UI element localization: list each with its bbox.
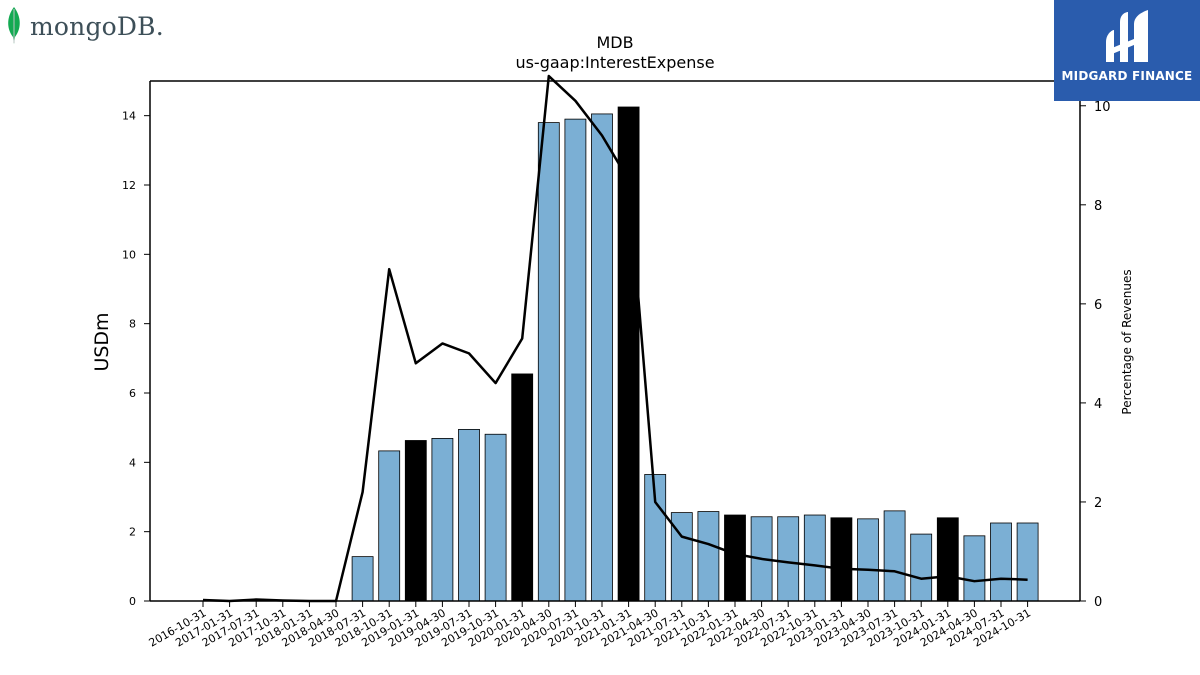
y2-tick-label: 6 bbox=[1094, 298, 1102, 313]
bar bbox=[830, 517, 853, 602]
bar bbox=[857, 518, 879, 602]
bar bbox=[591, 113, 613, 602]
mongodb-logo: mongoDB. bbox=[4, 6, 164, 46]
series-line bbox=[202, 74, 1028, 603]
y2-tick-label: 4 bbox=[1094, 397, 1102, 412]
bar bbox=[484, 433, 507, 602]
bar bbox=[564, 118, 587, 602]
y2-tick-label: 8 bbox=[1094, 199, 1102, 214]
brand-right-wordmark: MIDGARD FINANCE bbox=[1061, 69, 1193, 83]
y-axis-label-left: USDm bbox=[91, 312, 113, 372]
y-tick-label: 4 bbox=[129, 456, 136, 469]
bar bbox=[404, 440, 427, 602]
bar bbox=[697, 511, 720, 602]
y2-tick-label: 0 bbox=[1094, 595, 1102, 610]
bar bbox=[537, 122, 560, 602]
y-tick-label: 12 bbox=[122, 179, 136, 192]
bar bbox=[963, 535, 986, 602]
chart-title: MDB bbox=[596, 33, 634, 52]
chart-subtitle: us-gaap:InterestExpense bbox=[515, 53, 715, 72]
midgard-emblem-icon bbox=[1106, 10, 1148, 62]
bar bbox=[910, 533, 933, 602]
midgard-finance-logo: MIDGARD FINANCE bbox=[1054, 0, 1200, 101]
y2-tick-label: 10 bbox=[1094, 100, 1111, 115]
bar bbox=[990, 522, 1012, 602]
bar bbox=[803, 514, 826, 602]
y-axis-label-right: Percentage of Revenues bbox=[1120, 269, 1134, 415]
bar bbox=[724, 514, 746, 602]
bar bbox=[1016, 522, 1039, 602]
y-tick-label: 2 bbox=[129, 526, 136, 539]
bar bbox=[458, 428, 480, 602]
y-tick-label: 8 bbox=[129, 318, 136, 331]
bar bbox=[936, 517, 959, 602]
bar bbox=[883, 510, 906, 602]
brand-left-wordmark: mongoDB. bbox=[30, 11, 164, 41]
bar bbox=[511, 373, 534, 602]
y-tick-label: 14 bbox=[122, 110, 136, 123]
y-tick-label: 10 bbox=[122, 248, 136, 261]
y2-tick-label: 2 bbox=[1094, 496, 1102, 511]
bar bbox=[777, 516, 800, 602]
y-tick-label: 0 bbox=[129, 595, 136, 608]
bar bbox=[431, 438, 454, 602]
leaf-icon bbox=[8, 7, 20, 44]
bar bbox=[378, 450, 401, 602]
y-tick-label: 6 bbox=[129, 387, 136, 400]
bar bbox=[351, 556, 374, 602]
